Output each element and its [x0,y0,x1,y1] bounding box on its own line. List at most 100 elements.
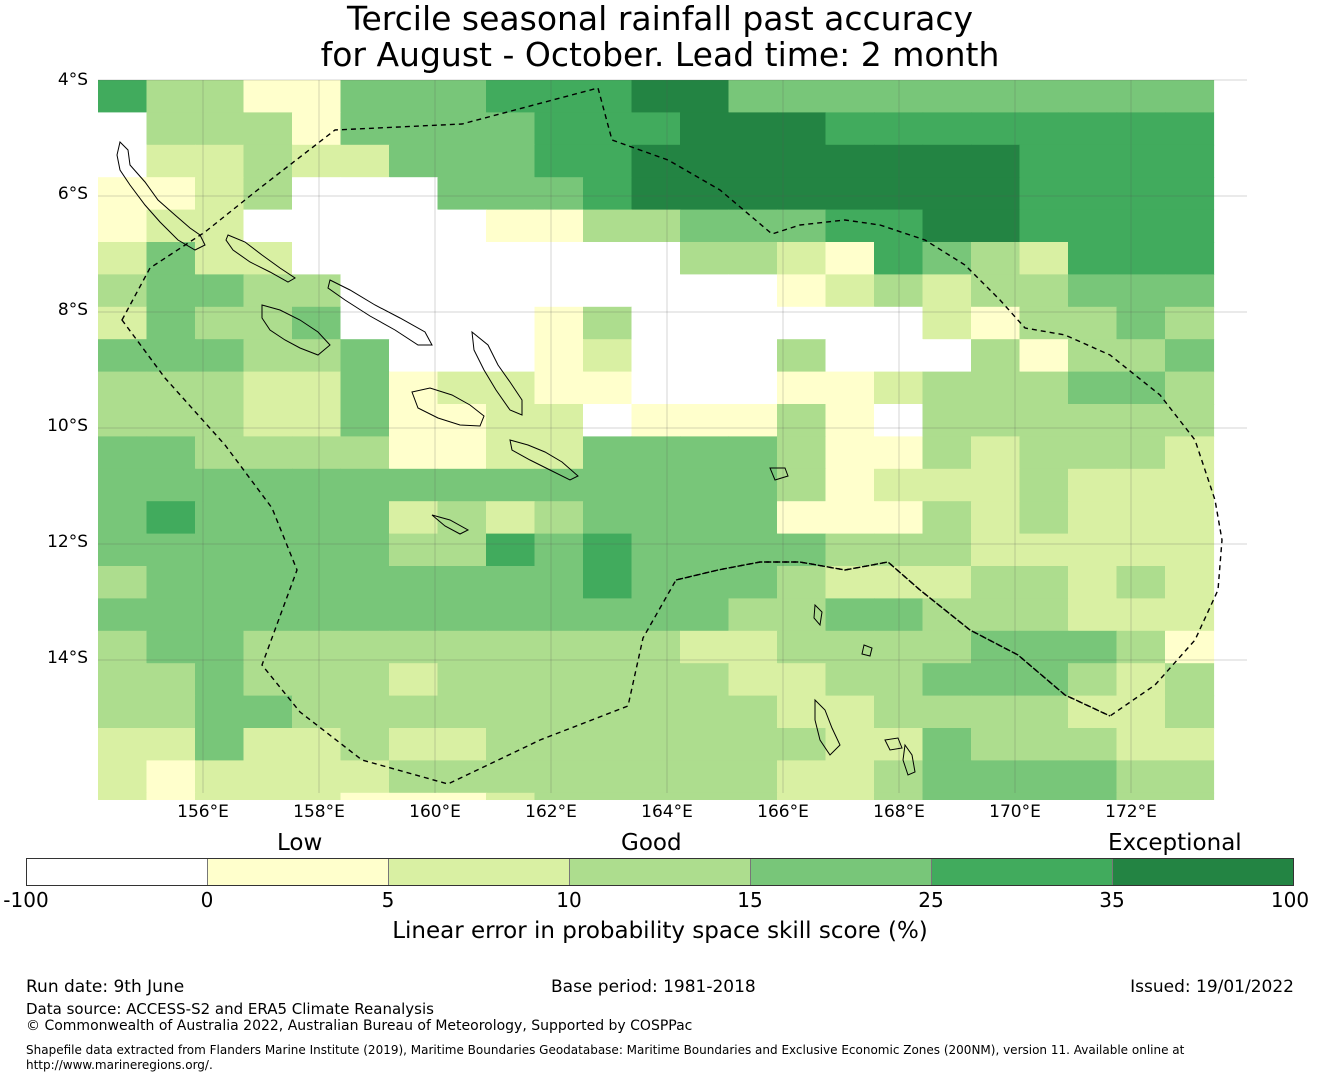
grid-cell [680,339,730,373]
grid-cell [680,209,730,243]
grid-cell [437,468,487,502]
torres-islands-coast [813,603,823,627]
grid-cell [98,792,148,800]
grid-cell [1068,792,1118,800]
grid-cell [1116,144,1166,178]
grid-cell [437,274,487,308]
grid-cell [728,792,778,800]
grid-cell [971,501,1021,535]
colorbar-tick: 100 [1270,888,1310,912]
banks-islands-coast [861,644,873,657]
grid-cell [922,274,972,308]
grid-cell [631,630,681,664]
grid-cell [1116,630,1166,664]
grid-cell [631,306,681,340]
lon-label-170e: 170°E [989,802,1041,822]
grid-cell [534,728,584,761]
grid-cell [874,695,924,729]
grid-cell [1068,242,1118,275]
grid-cell [1165,663,1215,697]
lon-label-166e: 166°E [757,802,809,822]
grid-cell [98,533,148,567]
grid-cell [922,468,972,502]
grid-cell [777,242,827,275]
grid-cell [389,306,439,340]
grid-cell [971,728,1021,761]
copyright-notice: © Commonwealth of Australia 2022, Austra… [26,1018,693,1034]
colorbar-tick: -100 [3,888,49,912]
grid-cell [680,630,730,664]
grid-cell [1019,242,1069,275]
shapefile-url: http://www.marineregions.org/. [26,1058,213,1072]
colorbar-tick: 35 [1099,888,1125,912]
grid-cell [825,760,875,794]
grid-cell [922,209,972,243]
grid-cell [98,144,148,178]
grid-cell [486,728,536,761]
grid-cell [1068,371,1118,405]
grid-cell [195,339,245,373]
grid-cell [922,695,972,729]
grid-cell [1019,177,1069,211]
grid-cell [437,436,487,470]
colorbar [26,858,1294,886]
grid-cell [98,306,148,340]
grid-cell [825,501,875,535]
grid-cell [631,339,681,373]
grid-cell [437,339,487,373]
grid-cell [98,177,148,211]
grid-cell [437,501,487,535]
grid-cell [146,339,196,373]
grid-cell [825,468,875,502]
grid-cell [243,144,293,178]
grid-cell [777,533,827,567]
grid-cell [728,242,778,275]
grid-cell [1165,404,1215,437]
grid-cell [486,760,536,794]
grid-cell [1019,209,1069,243]
grid-cell [292,371,342,405]
grid-cell [1068,663,1118,697]
grid-cell [1116,728,1166,761]
grid-cell [195,209,245,243]
grid-cell [195,112,245,146]
grid-cell [292,630,342,664]
skill-score-map [98,79,1247,800]
grid-cell [874,144,924,178]
grid-cell [583,144,633,178]
grid-cell [680,112,730,146]
grid-cell [728,728,778,761]
grid-cell [486,306,536,340]
grid-cell [1019,598,1069,632]
grid-cell [195,177,245,211]
grid-cell [1116,436,1166,470]
grid-cell [195,242,245,275]
grid-cell [243,695,293,729]
grid-cell [98,630,148,664]
grid-cell [1019,760,1069,794]
grid-cell [534,306,584,340]
grid-cell [1165,371,1215,405]
grid-cell [486,274,536,308]
grid-cell [971,112,1021,146]
grid-cell [728,371,778,405]
grid-cell [292,112,342,146]
grid-cell [340,80,390,113]
grid-cell [1165,598,1215,632]
grid-cell [874,501,924,535]
grid-cell [389,177,439,211]
lat-label-6s: 6°S [57,184,88,204]
grid-cell [874,728,924,761]
grid-cell [874,306,924,340]
grid-cell [777,144,827,178]
grid-cell [340,144,390,178]
grid-cell [486,533,536,567]
grid-cell [922,501,972,535]
grid-cell [874,404,924,437]
grid-cell [389,112,439,146]
grid-cell [292,339,342,373]
grid-cell [1165,695,1215,729]
grid-cell [680,242,730,275]
eez-boundary-vanuatu [675,561,1111,717]
grid-cell [680,306,730,340]
